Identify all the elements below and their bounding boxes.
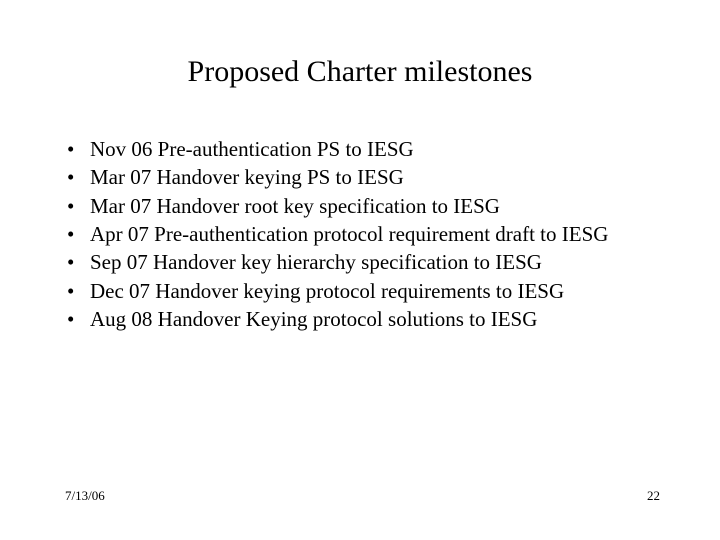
bullet-list: Nov 06 Pre-authentication PS to IESG Mar… [65,135,655,333]
list-item: Mar 07 Handover root key specification t… [65,192,655,220]
footer-date: 7/13/06 [65,488,105,504]
list-item: Mar 07 Handover keying PS to IESG [65,163,655,191]
footer-page-number: 22 [647,488,660,504]
list-item: Dec 07 Handover keying protocol requirem… [65,277,655,305]
list-item: Sep 07 Handover key hierarchy specificat… [65,248,655,276]
slide-title: Proposed Charter milestones [0,55,720,89]
list-item: Nov 06 Pre-authentication PS to IESG [65,135,655,163]
slide: Proposed Charter milestones Nov 06 Pre-a… [0,0,720,540]
list-item: Aug 08 Handover Keying protocol solution… [65,305,655,333]
list-item: Apr 07 Pre-authentication protocol requi… [65,220,655,248]
